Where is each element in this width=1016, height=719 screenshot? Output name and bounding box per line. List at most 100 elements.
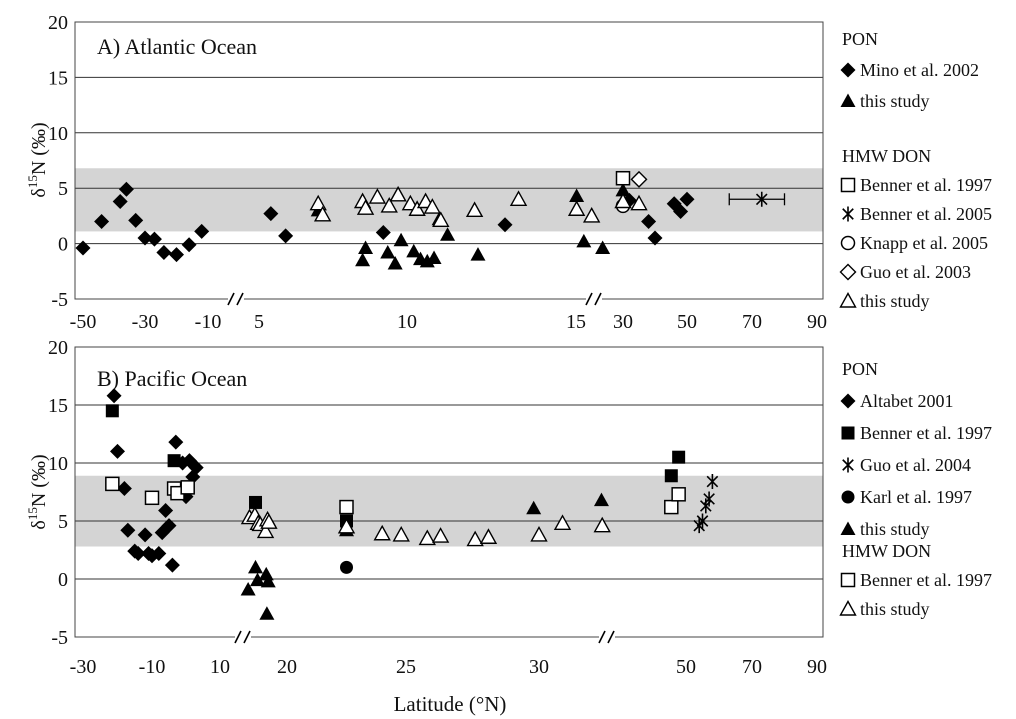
data-point — [169, 247, 184, 263]
axis-break-mark — [585, 292, 593, 306]
data-point — [110, 443, 125, 459]
data-point — [120, 522, 136, 538]
data-point — [470, 247, 486, 261]
legend-marker — [841, 426, 855, 440]
x-tick-label: 30 — [529, 656, 549, 678]
data-point — [105, 404, 119, 418]
data-point — [137, 527, 153, 543]
data-point — [615, 182, 631, 197]
data-point — [706, 474, 719, 490]
data-point — [161, 518, 177, 534]
data-point — [569, 188, 585, 202]
y-ticks-b: -5 0 5 10 15 20 — [48, 337, 68, 649]
data-point — [118, 181, 134, 197]
data-point — [526, 500, 542, 515]
x-tick-label: 5 — [254, 311, 264, 333]
data-point — [553, 514, 572, 531]
legend-b: PON Altabet 2001 Benner et al. 1997 Guo et … — [839, 359, 992, 619]
data-point — [373, 524, 391, 541]
data-point — [358, 240, 374, 255]
legend-marker — [839, 292, 857, 308]
plot-frame-b — [74, 346, 824, 638]
data-point — [432, 211, 450, 228]
axis-break-mark — [607, 630, 615, 644]
data-point — [392, 525, 410, 542]
data-point — [260, 513, 278, 529]
x-tick-label: 25 — [396, 656, 416, 678]
data-point — [426, 250, 442, 265]
data-point — [164, 557, 180, 573]
y-tick-label: 20 — [48, 12, 68, 34]
data-point — [418, 529, 436, 546]
x-tick-label: -10 — [139, 656, 166, 678]
panel-title-a: A) Atlantic Ocean — [97, 34, 257, 59]
data-point — [240, 581, 256, 596]
data-point — [248, 559, 264, 574]
data-point — [339, 499, 354, 515]
data-point — [158, 503, 174, 519]
data-point — [479, 528, 498, 544]
axis-break-mark — [236, 292, 244, 306]
legend-marker — [840, 235, 856, 251]
legend-a: PON Mino et al. 2002 this study HMW DON Benn… — [839, 29, 992, 311]
y-tick-label: 0 — [58, 234, 68, 256]
data-point — [75, 240, 91, 256]
data-point — [615, 170, 631, 186]
data-points-a — [75, 170, 786, 270]
legend-entry: Mino et al. 2002 — [860, 60, 979, 80]
data-point — [137, 230, 153, 246]
data-point — [408, 200, 426, 216]
data-point — [630, 170, 648, 188]
data-point — [375, 225, 391, 241]
legend-marker — [839, 600, 857, 616]
legend-marker — [842, 206, 854, 222]
y-tick-label: 0 — [58, 569, 68, 591]
data-point — [249, 495, 263, 509]
x-tick-label: 10 — [210, 656, 230, 678]
legend-marker — [839, 263, 857, 281]
data-point — [679, 191, 695, 207]
data-point — [112, 193, 128, 209]
data-point — [188, 460, 204, 476]
axis-break-mark — [598, 630, 606, 644]
data-point — [595, 240, 611, 255]
data-point — [671, 487, 686, 502]
data-point — [593, 516, 611, 533]
data-point — [256, 522, 275, 539]
x-tick-label: -10 — [195, 311, 222, 333]
data-point — [696, 513, 709, 529]
x-tick-label: -30 — [70, 656, 97, 678]
legend-marker — [840, 93, 856, 107]
x-tick-label: 70 — [742, 311, 762, 333]
data-point — [641, 213, 657, 229]
data-point — [664, 499, 679, 515]
x-tick-label: 90 — [807, 311, 827, 333]
data-point — [387, 256, 403, 270]
data-point — [116, 481, 132, 497]
x-ticks-b: -30 -10 10 20 25 30 50 70 90 — [70, 656, 827, 678]
data-point — [576, 233, 592, 248]
data-point — [167, 454, 181, 468]
data-point — [356, 199, 375, 215]
data-point — [260, 573, 276, 588]
y-tick-label: 20 — [48, 337, 68, 359]
grid-lines-b — [75, 404, 823, 580]
legend-marker — [840, 393, 856, 409]
data-point — [380, 196, 398, 213]
data-point — [380, 244, 396, 259]
data-point — [664, 469, 678, 483]
data-point — [151, 545, 167, 561]
plot-frame-a — [74, 21, 824, 300]
y-ticks-a: -5 0 5 10 15 20 — [48, 12, 68, 311]
panel-pacific: -5 0 5 10 15 20 -30 -10 10 20 25 30 50 70 90 B) Pacif… — [25, 337, 992, 716]
y-tick-label: 10 — [48, 123, 68, 145]
data-point — [393, 232, 409, 247]
x-tick-label: 50 — [676, 656, 696, 678]
legend-entry: Benner et al. 1997 — [860, 423, 992, 443]
legend-group-title: HMW DON — [842, 146, 931, 166]
data-point — [368, 188, 387, 204]
data-point — [423, 198, 442, 214]
axis-break-mark — [234, 630, 242, 644]
legend-entry: this study — [860, 519, 930, 539]
y-axis-label-b: δ15N (‰) — [25, 454, 50, 529]
